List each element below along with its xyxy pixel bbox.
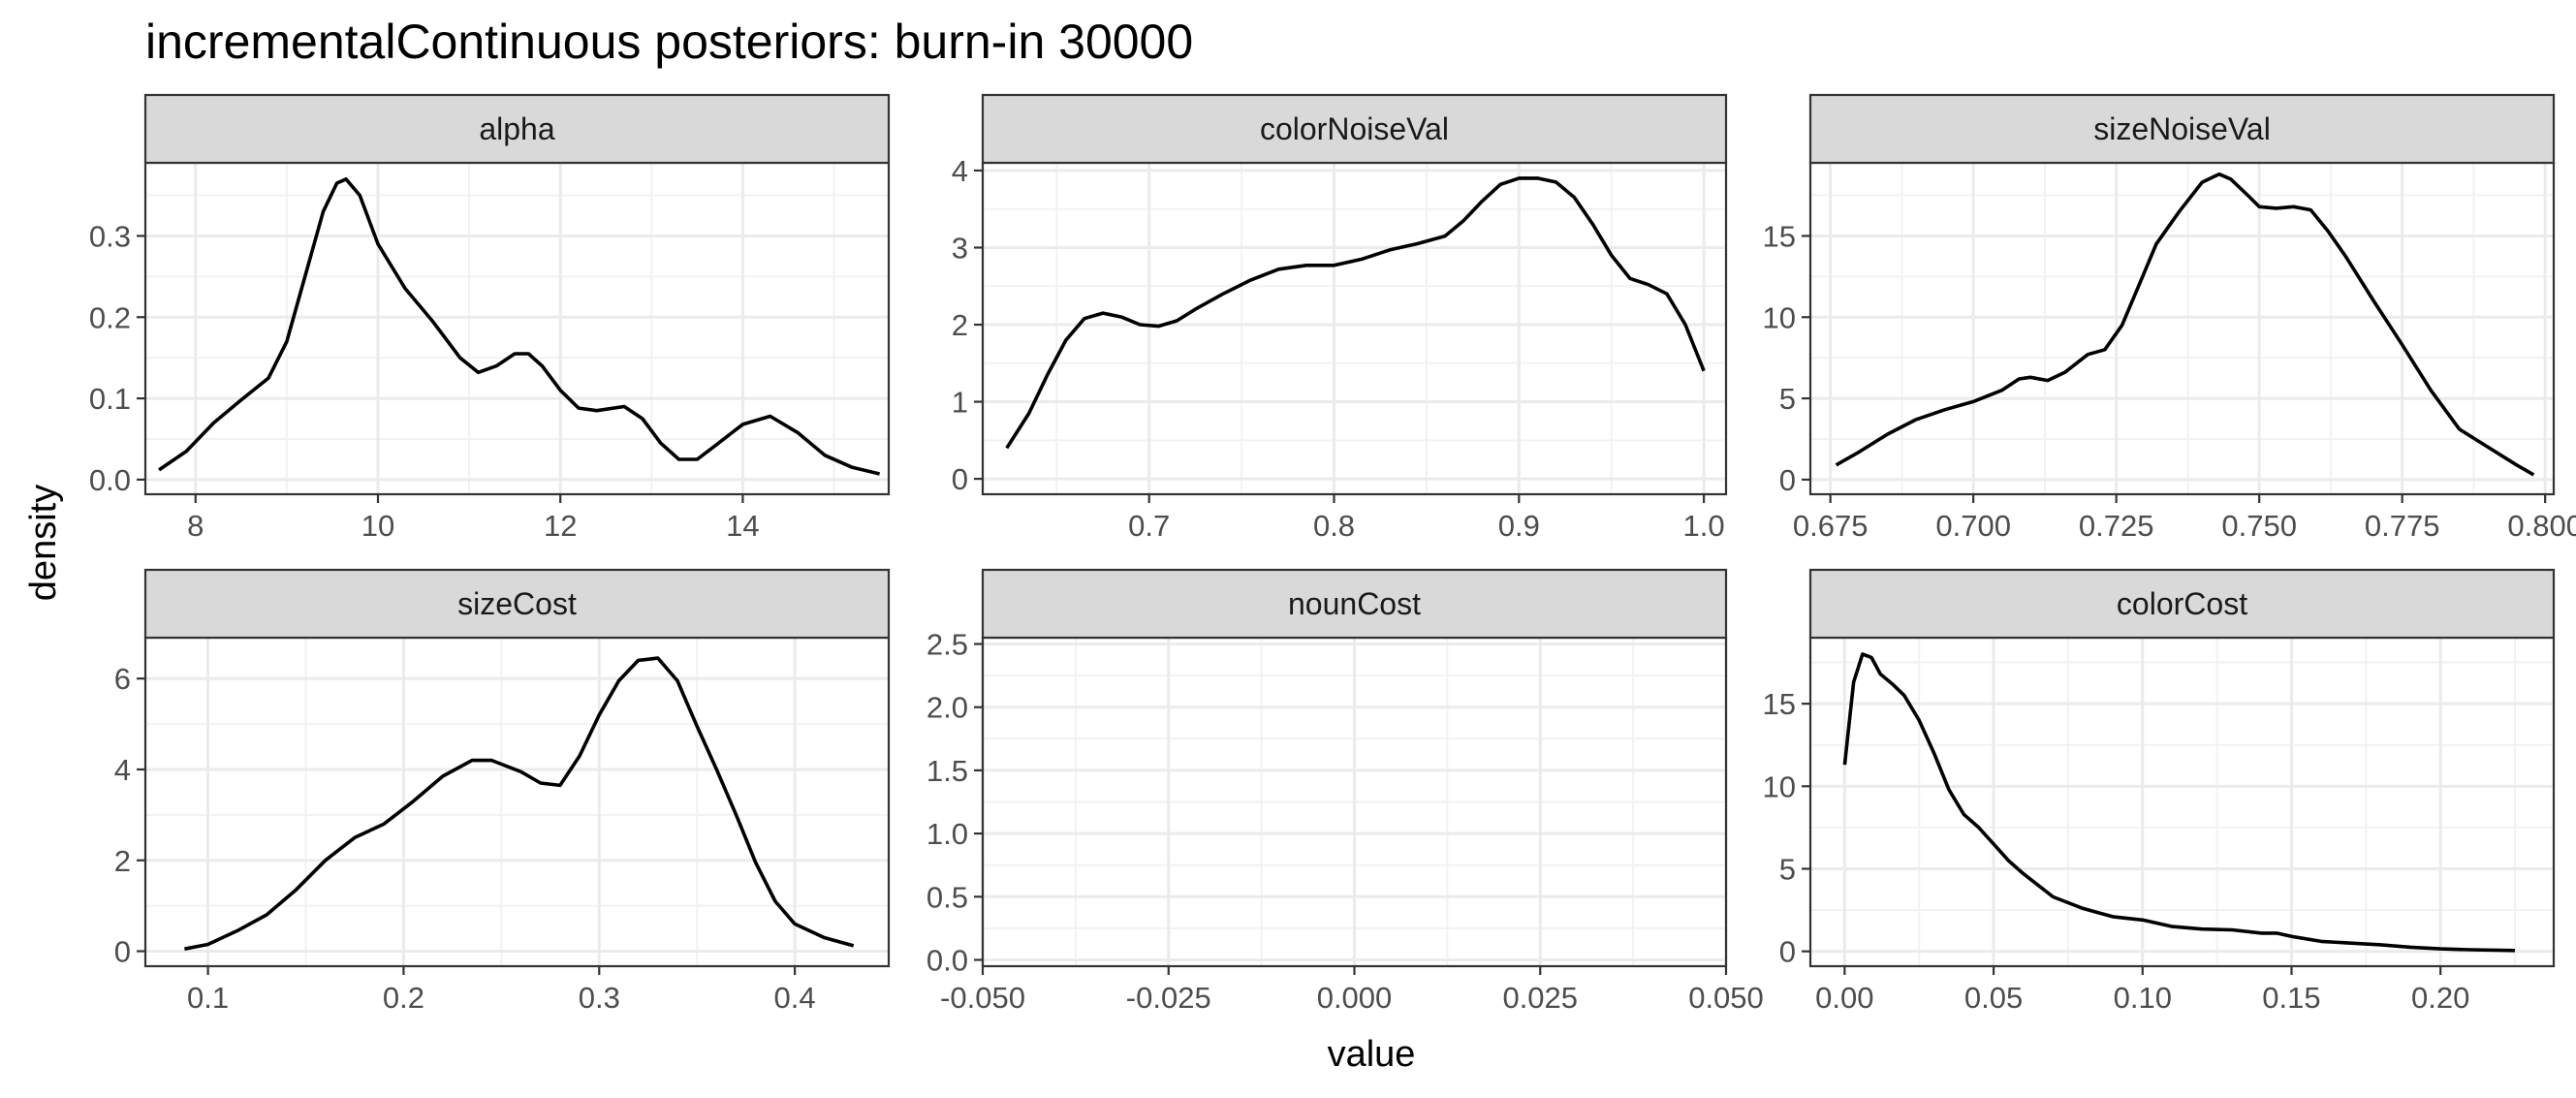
density-curve-size-cost <box>184 656 855 951</box>
x-tick-label: 0.20 <box>2411 981 2469 1015</box>
y-tick-label: 4 <box>952 154 968 188</box>
y-tick-label: 1 <box>952 386 968 420</box>
y-tick-label: 0.0 <box>89 463 131 497</box>
y-tick-label: 5 <box>1779 852 1796 886</box>
chart-title: incrementalContinuous posteriors: burn-i… <box>145 15 1193 69</box>
y-tick-label: 1.0 <box>927 817 968 851</box>
facet-size-cost: sizeCost 0.1 0.2 0.3 0.4 0 2 4 6 <box>114 568 891 1015</box>
x-tick-label: 0.00 <box>1815 981 1873 1015</box>
x-tick-label: 0.025 <box>1502 981 1578 1015</box>
strip-label-color-cost: colorCost <box>2117 586 2247 621</box>
strip-label-noun-cost: nounCost <box>1288 586 1421 621</box>
y-tick-label: 15 <box>1763 219 1796 253</box>
strip-label-alpha: alpha <box>479 111 555 146</box>
y-tick-label: 10 <box>1763 769 1796 803</box>
strip-label-color-noise-val: colorNoiseVal <box>1260 111 1449 146</box>
x-tick-label: 0.050 <box>1688 981 1764 1015</box>
facet-noun-cost: nounCost -0.050 -0.025 0.000 0.025 0.050 0.0 0.… <box>927 568 1764 1015</box>
x-tick-label: -0.050 <box>940 981 1025 1015</box>
facet-alpha: alpha 8 10 12 14 0.0 0.1 0.2 0.3 <box>89 93 891 543</box>
y-tick-label: 2 <box>952 308 968 342</box>
x-tick-label: 0.800 <box>2507 509 2576 543</box>
y-tick-label: 6 <box>114 662 131 696</box>
x-tick-label: 0.2 <box>383 981 424 1015</box>
strip-background <box>1808 93 2556 165</box>
y-tick-label: 3 <box>952 231 968 265</box>
strip-background <box>981 93 1728 165</box>
x-tick-label: 1.0 <box>1683 509 1725 543</box>
panel-background <box>1810 163 2554 494</box>
x-tick-label: 0.7 <box>1128 509 1170 543</box>
x-tick-label: -0.025 <box>1126 981 1211 1015</box>
x-tick-label: 0.700 <box>1935 509 2011 543</box>
y-tick-label: 0.5 <box>927 880 968 914</box>
y-tick-label: 15 <box>1763 687 1796 721</box>
strip-background <box>143 93 891 165</box>
x-tick-label: 0.725 <box>2079 509 2154 543</box>
x-tick-label: 0.10 <box>2114 981 2172 1015</box>
y-tick-label: 0 <box>952 462 968 496</box>
density-curve-size-noise-val <box>1835 172 2535 477</box>
strip-background <box>981 568 1728 640</box>
x-axis-title: value <box>1328 1034 1416 1075</box>
x-tick-label: 0.3 <box>579 981 620 1015</box>
y-tick-label: 0 <box>1779 935 1796 969</box>
y-tick-label: 0.2 <box>89 300 131 334</box>
y-tick-label: 0 <box>114 935 131 969</box>
x-tick-label: 14 <box>726 509 759 543</box>
y-tick-label: 0.1 <box>89 382 131 416</box>
facet-color-cost: colorCost 0.00 0.05 0.10 0.15 0.20 0 5 10 15 <box>1763 568 2556 1015</box>
y-axis-title: density <box>23 485 64 601</box>
x-tick-label: 0.675 <box>1793 509 1869 543</box>
density-curve-alpha <box>158 177 881 476</box>
strip-background <box>143 568 891 640</box>
x-tick-label: 0.15 <box>2262 981 2320 1015</box>
x-tick-label: 0.750 <box>2221 509 2297 543</box>
strip-background <box>1808 568 2556 640</box>
y-tick-label: 1.5 <box>927 754 968 788</box>
facet-size-noise-val: sizeNoiseVal 0.675 0.700 0.725 0.750 0.775 0.8… <box>1763 93 2576 543</box>
x-tick-label: 0.05 <box>1964 981 2023 1015</box>
x-tick-label: 0.8 <box>1313 509 1355 543</box>
y-tick-label: 2.0 <box>927 691 968 725</box>
panel-background <box>1810 638 2554 966</box>
y-tick-label: 0.3 <box>89 219 131 253</box>
density-curve-color-cost <box>1842 652 2516 953</box>
x-tick-label: 10 <box>361 509 394 543</box>
y-tick-label: 2.5 <box>927 628 968 662</box>
y-tick-label: 4 <box>114 753 131 787</box>
panel-background <box>145 638 889 966</box>
y-tick-label: 2 <box>114 844 131 878</box>
x-tick-label: 0.4 <box>774 981 816 1015</box>
x-tick-label: 0.775 <box>2365 509 2440 543</box>
facet-color-noise-val: colorNoiseVal 0.7 0.8 0.9 1.0 0 1 2 3 4 <box>952 93 1728 543</box>
y-tick-label: 10 <box>1763 300 1796 334</box>
strip-label-size-noise-val: sizeNoiseVal <box>2093 111 2271 146</box>
y-tick-label: 5 <box>1779 382 1796 416</box>
x-tick-label: 0.1 <box>187 981 229 1015</box>
x-tick-label: 0.9 <box>1498 509 1540 543</box>
density-curve-color-noise-val <box>1005 176 1706 450</box>
x-tick-label: 12 <box>544 509 577 543</box>
panel-background <box>983 163 1726 494</box>
y-tick-label: 0 <box>1779 463 1796 497</box>
x-tick-label: 0.000 <box>1317 981 1393 1015</box>
y-tick-label: 0.0 <box>927 943 968 977</box>
strip-label-size-cost: sizeCost <box>457 586 577 621</box>
x-tick-label: 8 <box>187 509 204 543</box>
panel-background <box>145 163 889 494</box>
